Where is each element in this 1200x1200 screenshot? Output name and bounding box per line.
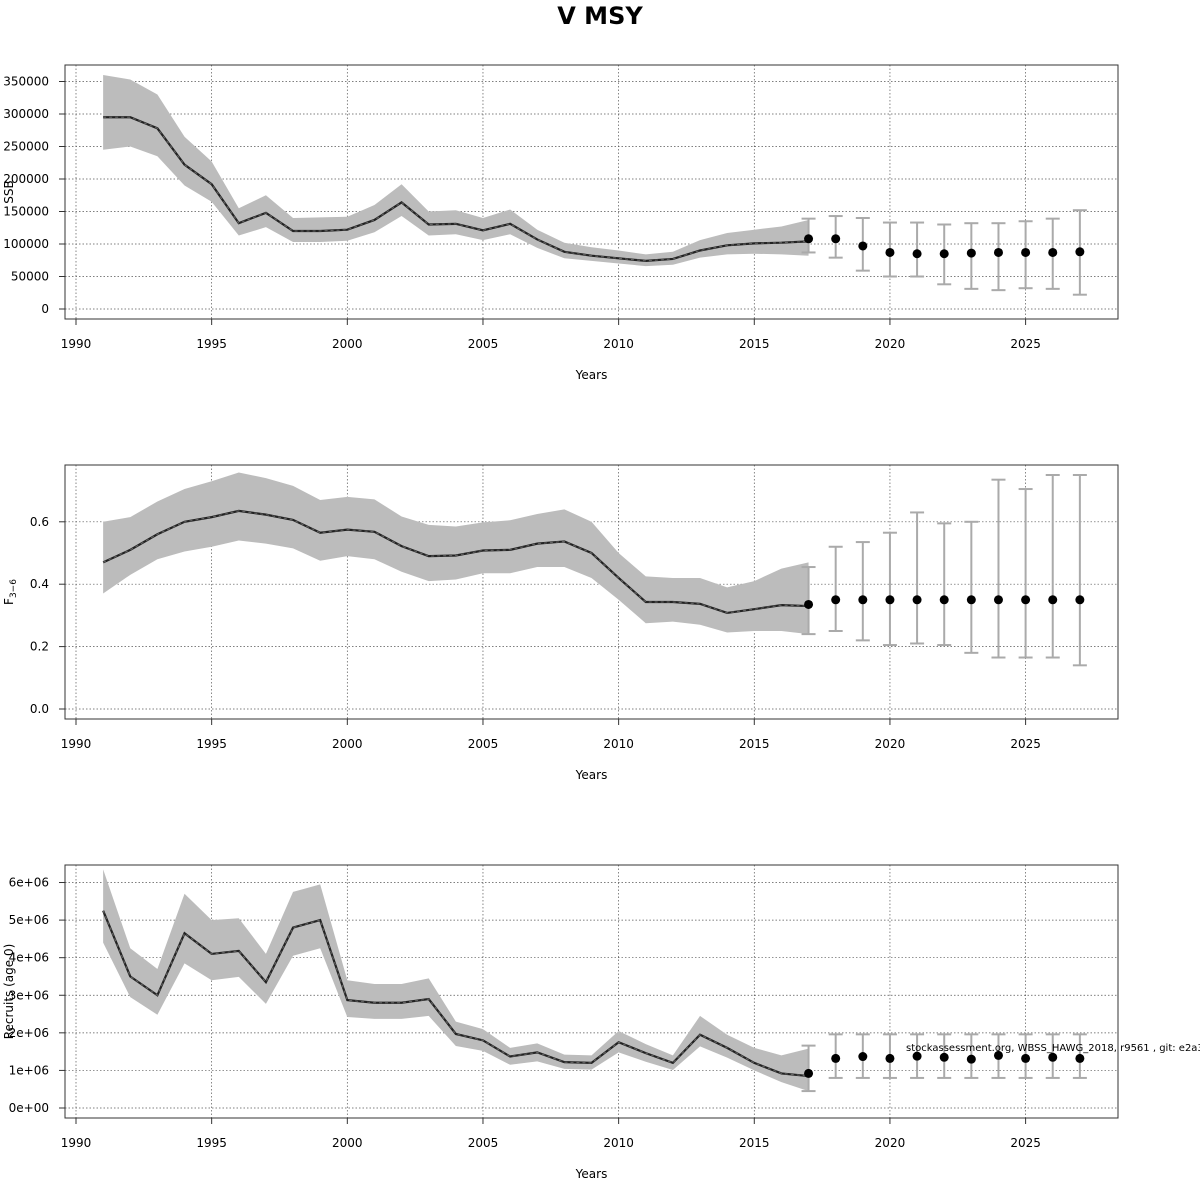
y-tick-label: 150000 bbox=[3, 205, 49, 219]
x-tick-label: 1995 bbox=[196, 1136, 227, 1150]
projection-point bbox=[993, 1050, 1003, 1060]
y-tick-label: 0.2 bbox=[30, 640, 49, 654]
projection-point bbox=[885, 247, 895, 257]
x-tick-label: 1995 bbox=[196, 337, 227, 351]
projection-point bbox=[858, 595, 868, 605]
y-tick-label: 6e+06 bbox=[9, 876, 49, 890]
x-tick-label: 2000 bbox=[332, 337, 363, 351]
x-tick-label: 2005 bbox=[468, 737, 499, 751]
projection-point bbox=[804, 1068, 814, 1078]
ssb-panel: 1990 1995 2000 2005 2010 2015 2020 2025 0 50000 10… bbox=[2, 64, 1119, 382]
estimate-line-dash bbox=[102, 510, 809, 614]
x-tick-label: 2010 bbox=[603, 337, 634, 351]
y-tick-label: 5e+06 bbox=[9, 913, 49, 927]
y-axis-label: SSB bbox=[2, 180, 16, 203]
x-axis-label: Years bbox=[575, 368, 608, 382]
projection-point bbox=[939, 1052, 949, 1062]
estimate-line-dash bbox=[103, 116, 809, 262]
x-tick-label: 2020 bbox=[875, 1136, 906, 1150]
projection-point bbox=[1021, 1053, 1031, 1063]
x-tick-label: 2000 bbox=[332, 737, 363, 751]
y-tick-label: 0e+00 bbox=[9, 1101, 49, 1115]
plot-frame bbox=[64, 64, 1119, 320]
projection-point bbox=[1075, 595, 1085, 605]
y-axis-label-main: F bbox=[2, 598, 16, 605]
x-tick-label: 1990 bbox=[61, 1136, 92, 1150]
y-axis-label-subscript: 3−6 bbox=[9, 579, 19, 598]
x-tick-label: 2005 bbox=[468, 1136, 499, 1150]
projection-point bbox=[939, 595, 949, 605]
y-tick-label: 300000 bbox=[3, 107, 49, 121]
y-tick-label: 50000 bbox=[11, 270, 49, 284]
y-axis-label: Recruits (age 0) bbox=[2, 944, 16, 1040]
plot-frame bbox=[64, 464, 1119, 720]
projection-point bbox=[831, 234, 841, 244]
x-tick-label: 2015 bbox=[739, 1136, 770, 1150]
y-tick-label: 0.4 bbox=[30, 577, 49, 591]
x-axis-label: Years bbox=[575, 768, 608, 782]
projection-point bbox=[885, 595, 895, 605]
y-tick-label: 100000 bbox=[3, 237, 49, 251]
x-tick-label: 2005 bbox=[468, 337, 499, 351]
y-tick-label: 350000 bbox=[3, 75, 49, 89]
x-tick-label: 1995 bbox=[196, 737, 227, 751]
projection-point bbox=[966, 248, 976, 258]
confidence-band bbox=[103, 869, 809, 1092]
projection-point bbox=[1075, 247, 1085, 257]
projection-point bbox=[1048, 247, 1058, 257]
projection-point bbox=[939, 249, 949, 259]
y-tick-label: 3e+06 bbox=[9, 988, 49, 1002]
projection-point bbox=[966, 595, 976, 605]
y-tick-label: 200000 bbox=[3, 172, 49, 186]
x-tick-label: 2025 bbox=[1010, 1136, 1041, 1150]
projection-point bbox=[993, 247, 1003, 257]
y-tick-label: 1e+06 bbox=[9, 1063, 49, 1077]
projection-point bbox=[804, 234, 814, 244]
x-tick-label: 2025 bbox=[1010, 737, 1041, 751]
x-axis-label: Years bbox=[575, 1167, 608, 1181]
confidence-band bbox=[103, 472, 809, 635]
y-tick-label: 0 bbox=[41, 302, 49, 316]
y-tick-label: 4e+06 bbox=[9, 951, 49, 965]
projection-point bbox=[1048, 1052, 1058, 1062]
y-tick-label: 0.6 bbox=[30, 515, 49, 529]
estimate-line-dash bbox=[102, 910, 809, 1077]
projection-point bbox=[858, 1052, 868, 1062]
recruitment-panel: 1990 1995 2000 2005 2010 2015 2020 2025 0e+00 1e+… bbox=[2, 864, 1119, 1181]
x-tick-label: 2025 bbox=[1010, 337, 1041, 351]
y-tick-label: 250000 bbox=[3, 140, 49, 154]
projection-point bbox=[912, 1051, 922, 1061]
projection-point bbox=[831, 1053, 841, 1063]
y-tick-label: 0.0 bbox=[30, 702, 49, 716]
x-tick-label: 2015 bbox=[739, 337, 770, 351]
x-tick-label: 2020 bbox=[875, 337, 906, 351]
projection-point bbox=[1021, 595, 1031, 605]
y-axis-label: F3−6 bbox=[2, 579, 19, 605]
y-tick-label: 2e+06 bbox=[9, 1026, 49, 1040]
x-tick-label: 2015 bbox=[739, 737, 770, 751]
chart-title: V MSY bbox=[557, 2, 643, 30]
projection-point bbox=[1075, 1053, 1085, 1063]
plot-frame bbox=[64, 864, 1119, 1119]
projection-point bbox=[993, 595, 1003, 605]
x-tick-label: 2020 bbox=[875, 737, 906, 751]
footnote-text: stockassessment.org, WBSS_HAWG_2018, r95… bbox=[906, 1043, 1200, 1054]
x-tick-label: 2000 bbox=[332, 1136, 363, 1150]
x-tick-label: 1990 bbox=[61, 337, 92, 351]
fishing-mortality-panel: 1990 1995 2000 2005 2010 2015 2020 2025 0.0 0.2 0.… bbox=[2, 464, 1119, 782]
projection-point bbox=[912, 595, 922, 605]
projection-point bbox=[912, 249, 922, 259]
confidence-band bbox=[103, 75, 809, 267]
projection-point bbox=[804, 599, 814, 609]
projection-point bbox=[885, 1053, 895, 1063]
projection-point bbox=[858, 241, 868, 251]
x-tick-label: 2010 bbox=[603, 737, 634, 751]
x-tick-label: 1990 bbox=[61, 737, 92, 751]
projection-point bbox=[831, 595, 841, 605]
projection-point bbox=[1048, 595, 1058, 605]
x-tick-label: 2010 bbox=[603, 1136, 634, 1150]
projection-point bbox=[966, 1054, 976, 1064]
projection-point bbox=[1021, 247, 1031, 257]
